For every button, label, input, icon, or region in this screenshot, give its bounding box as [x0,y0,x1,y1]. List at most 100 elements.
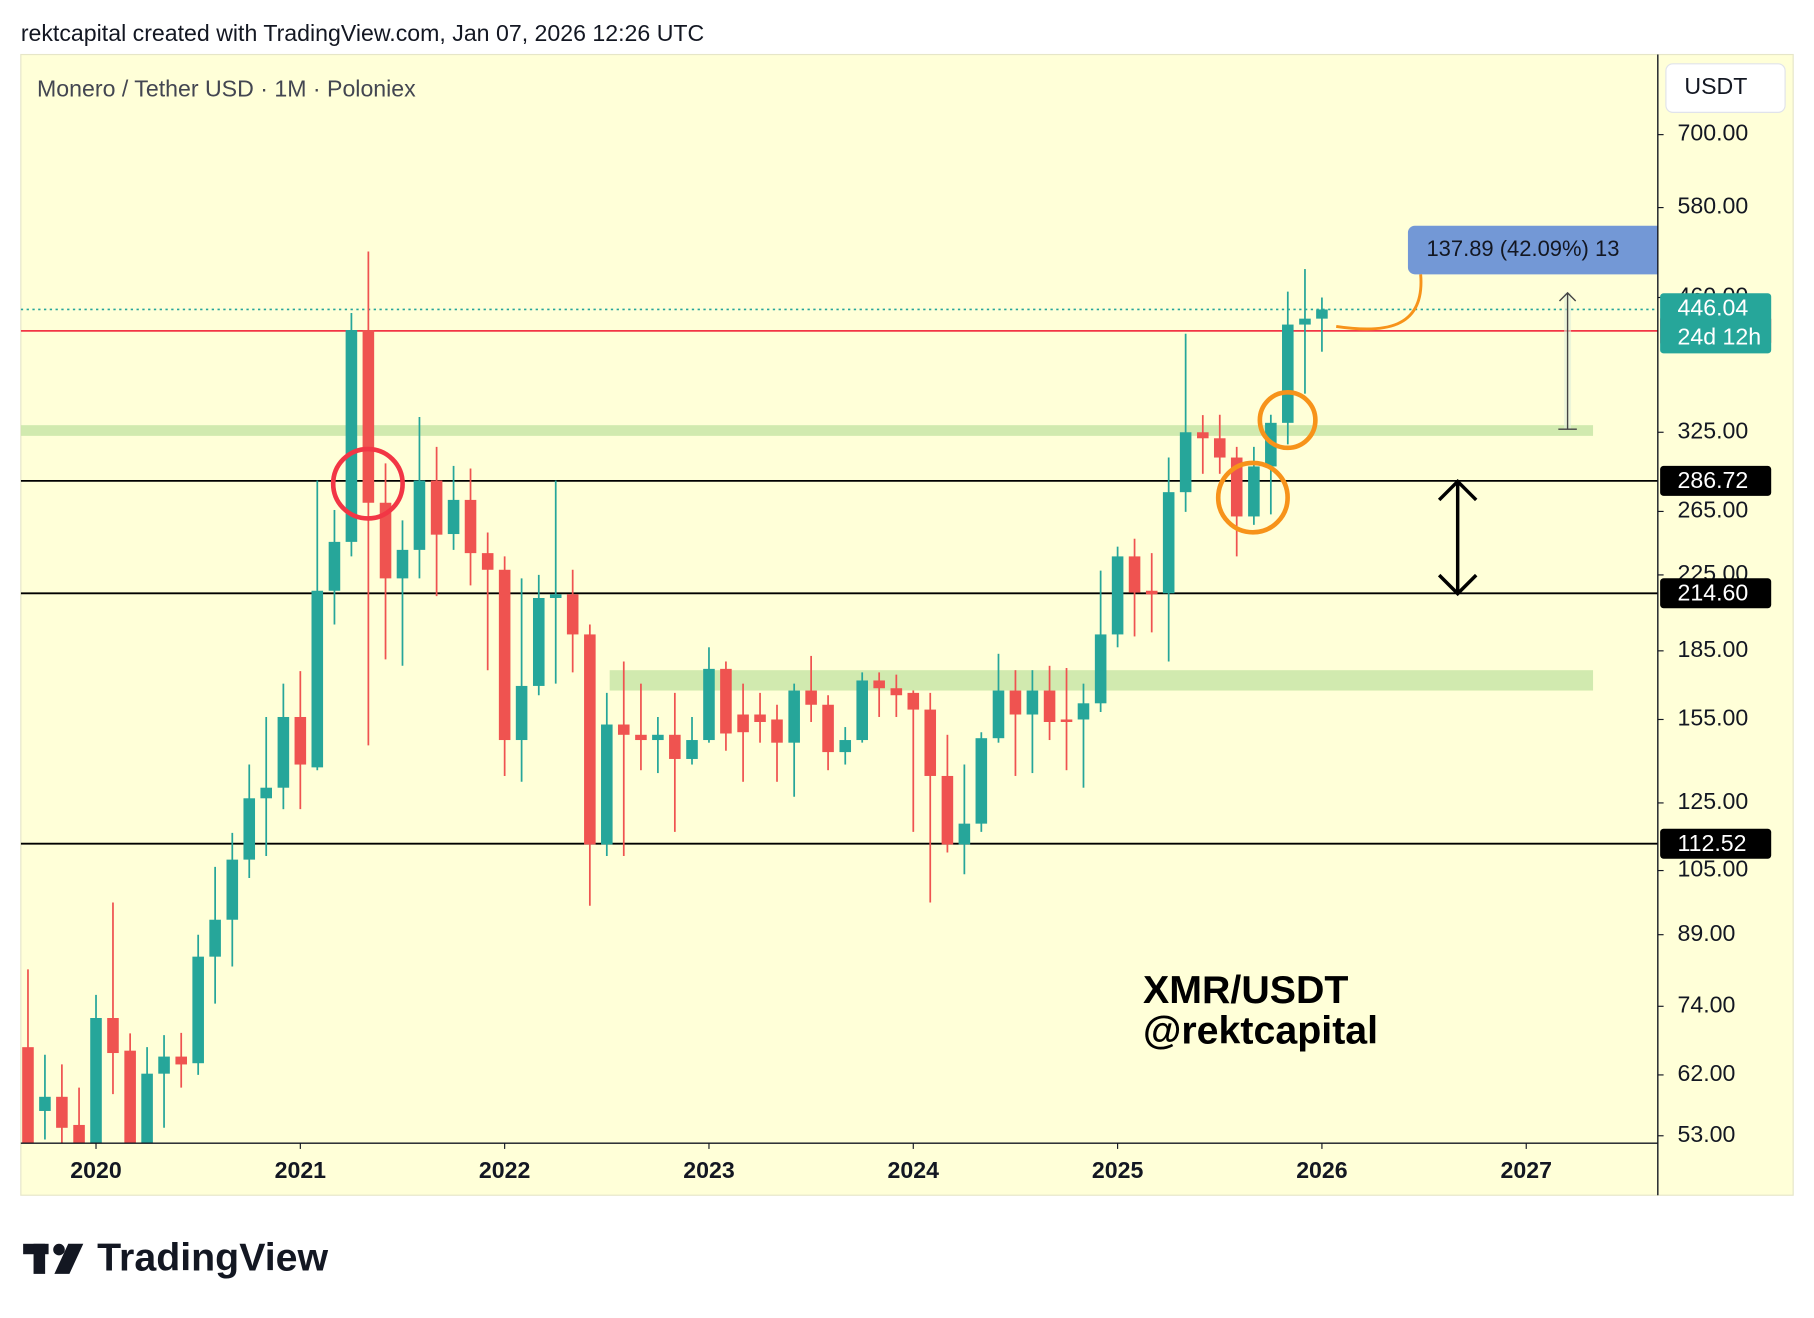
last-price-box [1660,293,1772,354]
candle-body [907,692,920,710]
candle-body [1026,690,1039,715]
annotations [330,274,1478,597]
candle-body [447,499,460,535]
candle-body [1162,492,1175,594]
watermark: XMR/USDT [1143,968,1348,1012]
candle-body [1060,719,1073,722]
y-tick-label: 89.00 [1677,920,1735,946]
candle-body [192,956,204,1064]
candle-body [890,688,903,696]
candle-body [1197,432,1209,439]
candle-body [1043,690,1056,722]
candle-body [1009,690,1022,715]
candle-body [90,1017,102,1144]
candle-body [294,716,307,765]
y-tick-label: 53.00 [1677,1121,1735,1147]
candle-body [124,1050,136,1144]
candle-body [1179,432,1192,493]
callout-curve [1335,274,1423,331]
candle-body [107,1017,119,1054]
y-tick-label: 62.00 [1677,1060,1735,1086]
x-tick-label: 2023 [683,1157,735,1183]
candle-body [141,1073,153,1144]
candle-body [805,690,817,705]
measure-label: 137.89 (42.09%) 13 [1426,236,1619,261]
candle-body [1213,438,1226,458]
footer-logo [23,1243,84,1274]
candle-body [260,787,272,799]
y-tick-label: 185.00 [1677,636,1748,662]
candle-body [1111,556,1124,635]
y-tick-label: 265.00 [1677,497,1748,523]
candle-body [1145,590,1158,595]
last-price-label: 446.04 [1677,295,1748,321]
candle-body [737,714,749,733]
candle-body [1094,634,1107,704]
y-tick-label: 155.00 [1677,705,1748,731]
candle-body [992,690,1005,739]
candle-body [1248,466,1260,517]
watermark: @rektcapital [1143,1009,1378,1053]
candle-body [958,823,971,845]
currency-label[interactable]: USDT [1684,73,1747,99]
candle-body [226,859,239,920]
measure-label-box [1407,225,1658,275]
highlight-circle [1257,390,1318,451]
y-tick-label: 700.00 [1677,120,1748,146]
candle-body [1077,703,1090,720]
candle-body [703,668,715,741]
candle-body [652,734,664,741]
y-tick-label: 125.00 [1677,788,1748,814]
candle-body [396,549,409,579]
candle-body [73,1124,85,1144]
price-label: 112.52 [1677,830,1746,856]
candle-body [856,680,868,741]
footer-brand: TradingView [97,1235,328,1279]
candle-body [1282,324,1294,423]
y-tick-label: 325.00 [1677,417,1748,443]
measure-arrowhead [1558,291,1577,302]
candle-body [822,704,834,753]
candle-body [566,594,579,635]
chart-background [20,53,1794,1196]
candle-body [209,919,221,957]
candle-body [788,690,800,743]
candle-body [515,685,528,741]
candle-body [617,724,630,735]
candle-body [39,1096,51,1111]
candle-body [686,740,698,759]
x-tick-label: 2027 [1501,1157,1552,1183]
candle-body [873,680,885,689]
price-label: 286.72 [1677,467,1748,493]
candle-body [1230,457,1243,517]
candle-body [584,634,596,845]
candle-body [1128,556,1141,593]
candle-body [22,1047,34,1144]
header: rektcapital created with TradingView.com… [21,20,704,46]
candle-body [924,709,937,776]
candle-body [941,775,954,845]
candle-body [1299,318,1311,325]
candle-body [413,480,426,550]
y-tick-label: 580.00 [1677,193,1748,219]
candle-body [379,502,392,579]
x-tick-label: 2025 [1092,1157,1144,1183]
highlight-circle [1215,460,1290,535]
support-zone [20,425,1594,436]
x-tick-label: 2021 [275,1157,327,1183]
candle-body [464,499,477,554]
candle-body [549,594,562,598]
candle-body [175,1056,187,1065]
double-arrow [1437,478,1478,597]
candle-body [481,553,494,570]
candle-body [328,541,341,591]
chart-title: Monero / Tether USD · 1M · Poloniex [37,75,416,101]
candle-body [158,1056,170,1074]
currency-button[interactable] [1665,63,1786,113]
y-tick-label: 105.00 [1677,856,1748,882]
x-tick-label: 2020 [70,1157,121,1183]
candle-body [311,590,324,768]
y-tick-label: 74.00 [1677,991,1735,1017]
